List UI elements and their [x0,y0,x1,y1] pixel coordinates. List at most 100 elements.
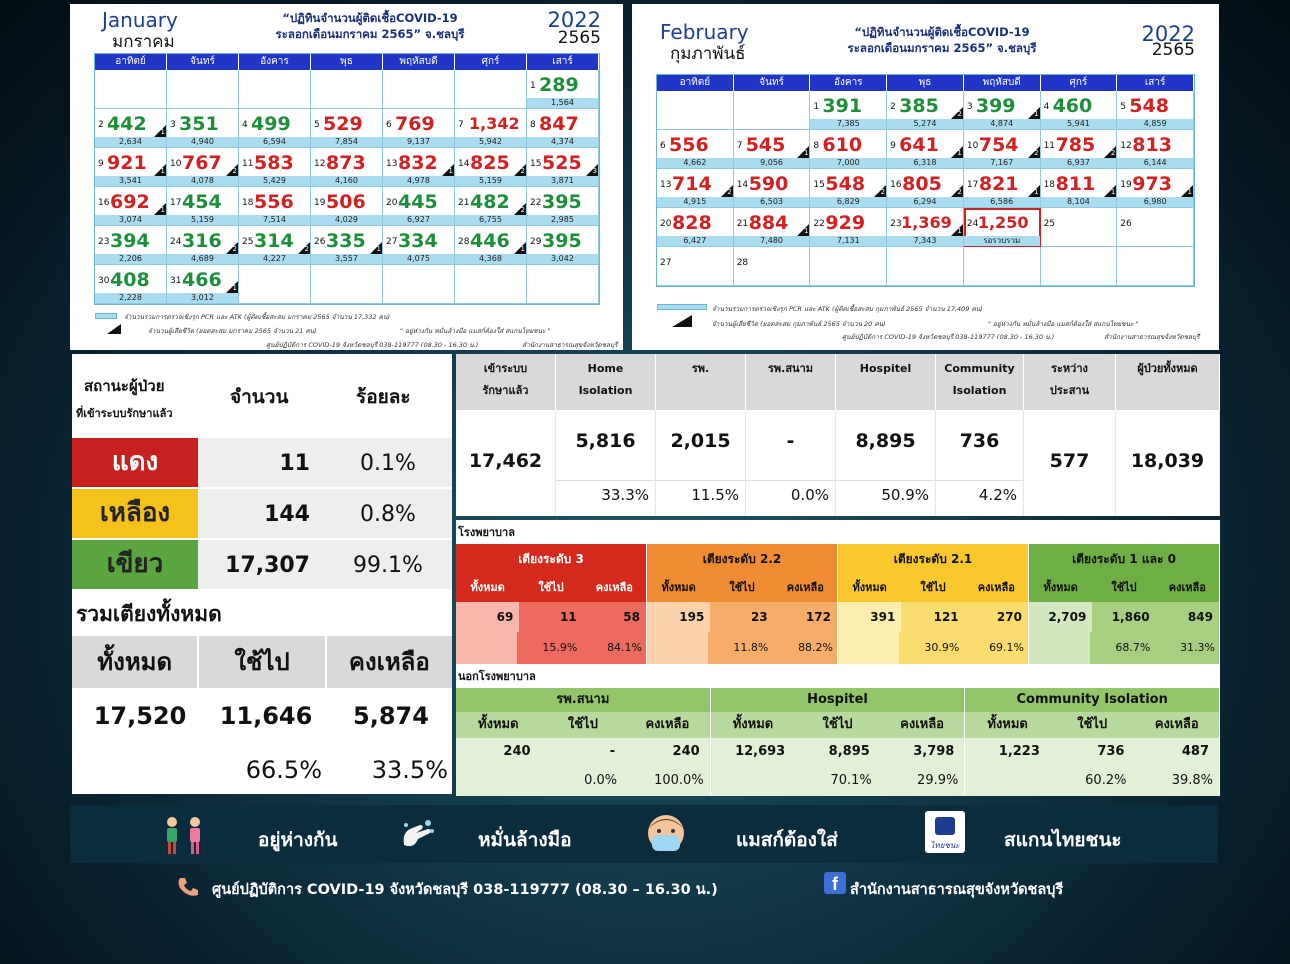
thaichana-label: ไทยชนะ [930,841,960,850]
summary-head-cell: รพ.สนาม [746,354,836,410]
daily-tests: 4,874 [963,119,1040,129]
bed-sub-label: คงเหลือ [1168,581,1206,594]
bed-value: 1,860 [1092,602,1156,632]
summary-value: 8,895 [855,430,916,452]
death-marker-icon: 2 [226,164,238,176]
calendar-day-cell: 10 754 7,167 2 [963,130,1041,169]
status-header: สถานะผู้ป่วย ที่เข้าระบบรักษาแล้ว จำนวน … [72,354,452,438]
death-marker-icon: 2 [298,242,310,254]
daily-tests: 4,374 [527,137,598,147]
calendar-day-cell: 30 408 2,228 [95,265,167,304]
daily-cases: 525 [542,152,582,174]
daily-cases: 769 [395,113,435,135]
day-number: 26 [314,237,326,247]
calendar-day-cell: 21 884 7,480 1 [733,208,811,247]
daily-cases: 316 [182,230,222,252]
outside-sub-label: ใช้ไป [822,717,853,732]
daily-cases: 828 [672,212,712,234]
calendar-day-cell: 4 499 6,594 [239,109,311,148]
calendar-day-cell [733,91,811,130]
status-heading: สถานะผู้ป่วย [84,377,165,395]
day-number: 23 [98,237,110,247]
outside-sub-label: ทั้งหมด [478,717,519,732]
daily-cases: 825 [470,152,510,174]
day-number: 31 [170,276,182,286]
head-line1: Community [944,362,1015,375]
outside-sub-label: ใช้ไป [567,717,598,732]
calendar-day-cell [95,70,167,109]
calendar-grid: อาทิตย์ จันทร์ อังคาร พุธ พฤหัสบดี ศุกร์ เสาร์… [94,53,600,305]
summary-divider [746,480,835,481]
calendar-day-cell: 9 921 3,541 1 [95,148,167,187]
calendar-day-cell: 21 482 6,755 2 [455,187,527,226]
calendar-day-cell: 10 767 4,078 2 [167,148,239,187]
hospital-beds-box: โรงพยาบาล เตียงระดับ 3 ทั้งหมด ใช้ไป คงเหลื… [456,520,1220,664]
daily-cases: 973 [1132,173,1172,195]
facebook-icon[interactable]: f [824,872,846,894]
death-marker-icon: 2 [514,203,526,215]
day-number: 22 [813,219,825,229]
daily-tests: 4,662 [657,158,733,168]
calendar-day-cell: 7 1,342 5,942 [455,109,527,148]
daily-cases: 754 [978,134,1019,156]
bed-percent: 68.7% [1089,632,1155,664]
bed-level-group: เตียงระดับ 3 ทั้งหมด ใช้ไป คงเหลือ 69 11 58 15.… [456,544,647,664]
daily-cases: 408 [110,269,150,291]
month-en: February [660,20,749,44]
bed-sub-label: ใช้ไป [920,581,946,594]
summary-box: เข้าระบบ รักษาแล้ว Home Isolation รพ. รพ.สนาม… [456,354,1220,516]
footer-phone: ศูนย์ปฏิบัติการ COVID-19 จังหวัดชลบุรี 0… [212,882,718,898]
summary-value: 18,039 [1130,450,1205,472]
bed-level-group: เตียงระดับ 2.1 ทั้งหมด ใช้ไป คงเหลือ 391 121 2… [838,544,1029,664]
day-number: 25 [242,237,254,247]
daily-cases: 590 [748,173,789,195]
total-used-value: 11,646 [219,702,313,730]
status-count: 17,307 [198,540,324,589]
day-number: 8 [530,120,536,130]
bed-level-title: เตียงระดับ 1 และ 0 [1029,544,1219,574]
daily-tests: 3,871 [527,176,598,186]
daily-tests: 2,634 [95,137,166,147]
calendar-grid: อาทิตย์ จันทร์ อังคาร พุธ พฤหัสบดี ศุกร์ เสาร์… [656,74,1195,287]
head-line2: ประสาน [1049,384,1090,397]
calendar-day-cell: 14 590 6,503 [733,169,811,208]
day-number: 27 [386,237,398,247]
day-number: 3 [170,120,176,130]
daily-tests: 7,167 [963,158,1040,168]
calendar-day-cell: 8 610 7,000 [810,130,888,169]
day-number: 14 [736,180,749,190]
daily-tests: 6,829 [810,197,887,207]
patient-status-box: สถานะผู้ป่วย ที่เข้าระบบรักษาแล้ว จำนวน … [72,354,452,794]
daily-tests: 4,160 [311,176,382,186]
bed-values: 2,709 1,860 849 [1029,602,1219,632]
legend-death-triangle [107,324,121,334]
total-head-all: ทั้งหมด [72,636,200,688]
death-count: 1 [376,245,381,253]
day-number: 1 [813,102,820,112]
bed-sub-label: ใช้ไป [538,581,564,594]
year-be: 2565 [1151,40,1195,60]
calendar-day-cell: 12 813 6,144 [1117,130,1194,169]
slogan-scan: สแกนไทยชนะ [1004,829,1122,851]
daily-tests: 6,755 [455,215,526,225]
daily-tests: 6,427 [657,236,733,246]
summary-value: 17,462 [468,450,543,472]
daily-cases: 482 [470,191,510,213]
summary-head-cell: Community Isolation [936,354,1024,410]
calendar-day-cell: 26 335 3,557 1 [311,226,383,265]
calendar-day-cell: 6 769 9,137 [383,109,455,148]
footer-facebook[interactable]: สำนักงานสาธารณสุขจังหวัดชลบุรี [850,882,1064,898]
percent-heading: ร้อยละ [356,386,411,408]
calendar-day-cell: 22 929 7,131 [810,208,888,247]
calendar-day-cell: 9 641 6,318 1 [887,130,964,169]
daily-tests: 7,131 [810,236,887,246]
note-deaths: จำนวนผู้เสียชีวิต (ยอดสะสม มกราคม 2565 จ… [148,327,317,335]
calendar-day-cell [1117,247,1194,286]
note-deaths: จำนวนผู้เสียชีวิต (ยอดสะสม กุมภาพันธ์ 25… [712,320,886,328]
summary-value-cell: 577 [1024,410,1116,516]
calendar-day-cell: 25 [1040,208,1118,247]
death-count: 1 [803,149,809,157]
death-count: 1 [1187,188,1192,196]
death-count: 2 [1110,149,1116,157]
bed-sub-header: ทั้งหมด ใช้ไป คงเหลือ [647,574,837,602]
